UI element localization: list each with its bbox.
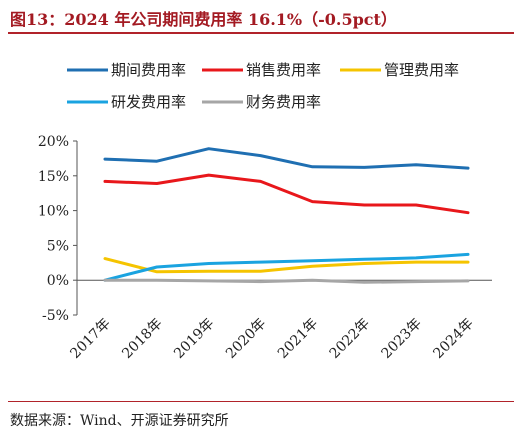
x-tick-label: 2019年 xyxy=(171,316,217,362)
x-tick-label: 2017年 xyxy=(67,316,113,362)
legend-item-1: 期间费用率 xyxy=(67,61,186,79)
legend-label: 财务费用率 xyxy=(246,93,321,111)
legend-item-4: 研发费用率 xyxy=(67,93,186,111)
x-tick-label: 2023年 xyxy=(379,316,425,362)
y-tick-label: 15% xyxy=(38,169,69,185)
series-line-4 xyxy=(103,252,470,282)
legend-item-3: 管理费用率 xyxy=(340,61,459,79)
x-tick-label: 2020年 xyxy=(223,316,269,362)
legend-label: 期间费用率 xyxy=(111,61,186,79)
legend-label: 管理费用率 xyxy=(384,61,459,79)
series-line-3 xyxy=(103,257,470,274)
x-tick-label: 2018年 xyxy=(119,316,165,362)
legend-label: 研发费用率 xyxy=(111,93,186,111)
series-line-5 xyxy=(103,278,470,284)
x-tick-label: 2024年 xyxy=(430,316,476,362)
y-tick-label: 10% xyxy=(38,204,69,220)
legend-item-5: 财务费用率 xyxy=(202,93,321,111)
x-tick-label: 2021年 xyxy=(275,316,321,362)
title-rule xyxy=(8,32,514,34)
series-line-2 xyxy=(103,173,470,215)
source-rule xyxy=(8,401,514,402)
source-note: 数据来源：Wind、开源证券研究所 xyxy=(10,413,229,429)
y-tick-label: -5% xyxy=(42,308,69,324)
y-tick-label: 0% xyxy=(47,273,69,289)
series-line-1 xyxy=(103,147,470,170)
legend-label: 销售费用率 xyxy=(246,61,321,79)
y-tick-label: 20% xyxy=(38,134,69,150)
legend-item-2: 销售费用率 xyxy=(202,61,321,79)
chart-title: 图13：2024 年公司期间费用率 16.1%（-0.5pct） xyxy=(10,10,397,29)
x-tick-label: 2022年 xyxy=(327,316,373,362)
y-tick-label: 5% xyxy=(47,238,69,254)
